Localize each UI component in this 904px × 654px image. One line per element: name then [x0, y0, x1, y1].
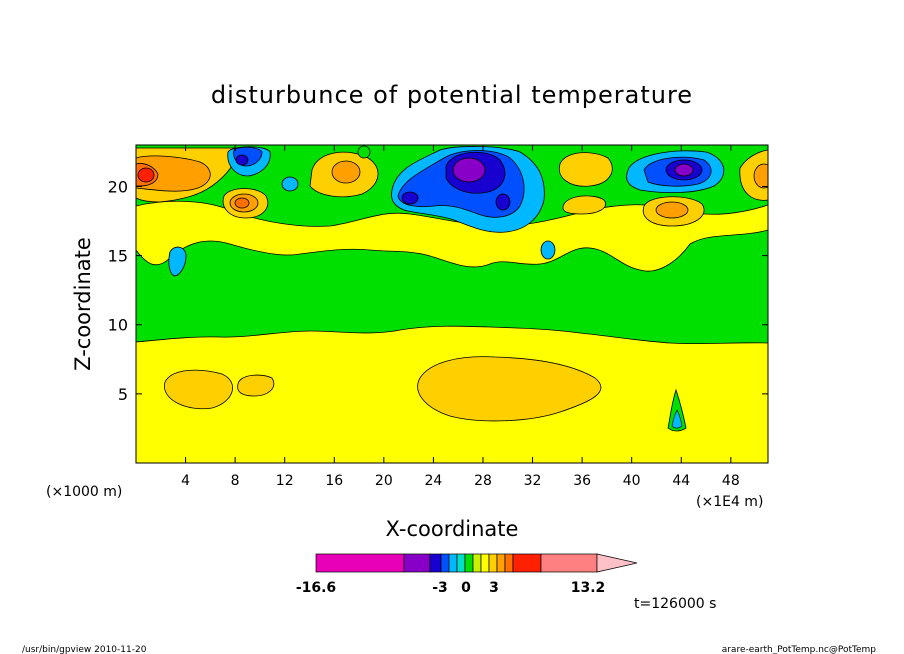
- x-axis-title: X-coordinate: [386, 517, 519, 541]
- y-tick-label: 10: [108, 316, 128, 335]
- x-tick-label: 24: [424, 473, 442, 489]
- y-tick-label: 5: [118, 385, 128, 404]
- colorbar-segment: [440, 553, 450, 573]
- x-tick-label: 36: [573, 473, 591, 489]
- x-tick-label: 12: [276, 473, 294, 489]
- negative-cluster-small-core: [401, 191, 419, 205]
- top-left-orange-inner: [136, 155, 211, 192]
- colorbar-segment: [429, 553, 442, 573]
- x-tick-label: 48: [722, 473, 740, 489]
- colorbar-segment: [540, 553, 598, 573]
- cyan-spike: [671, 409, 683, 429]
- orange-cell-x35: [558, 152, 613, 187]
- green-dot-x26: [357, 145, 371, 159]
- top-left-red-dot: [137, 167, 155, 183]
- lower-orange-cell: [417, 356, 602, 422]
- colorbar-label: -16.6: [296, 580, 336, 596]
- colorbar-segment: [472, 553, 482, 573]
- x-unit-left: (×1000 m): [46, 484, 122, 500]
- time-label: t=126000 s: [634, 596, 716, 612]
- x-tick-label: 40: [623, 473, 641, 489]
- colorbar-segment: [456, 553, 466, 573]
- x-tick-label: 20: [375, 473, 393, 489]
- x-tick-label: 4: [181, 473, 190, 489]
- chart-title: disturbunce of potential temperature: [211, 81, 693, 109]
- lower-left-orange-cell: [164, 369, 233, 410]
- colorbar-segment: [512, 553, 542, 573]
- colorbar-arrow: [596, 553, 638, 573]
- negative-cell-x9-core: [235, 154, 249, 166]
- footer-right: arare-earth_PotTemp.nc@PotTemp: [722, 645, 877, 654]
- y-axis-title: Z-coordinate: [71, 237, 95, 371]
- colorbar-segment: [403, 553, 431, 573]
- x-tick-label: 16: [325, 473, 343, 489]
- colorbar-segment: [464, 553, 474, 573]
- y-axis-ticks: 5 10 15 20: [108, 177, 768, 404]
- y-tick-label: 20: [108, 177, 128, 196]
- orange-cell-x42-inner: [655, 201, 689, 219]
- colorbar-label: 0: [461, 580, 471, 596]
- colorbar-segment: [504, 553, 514, 573]
- negative-cluster-small-core-2: [495, 193, 511, 211]
- y-tick-label: 15: [108, 247, 128, 266]
- colorbar-segment: [480, 553, 490, 573]
- footer-left: /usr/bin/gpview 2010-11-20: [22, 645, 147, 654]
- x-tick-label: 28: [474, 473, 492, 489]
- colorbar-label: 13.2: [571, 580, 606, 596]
- orange-cell-x9-core: [234, 197, 250, 209]
- colorbar-segment: [315, 553, 405, 573]
- orange-cell-right-edge-inner: [753, 163, 768, 189]
- x-unit-right: (×1E4 m): [696, 494, 763, 510]
- cyan-cell-x34: [540, 240, 556, 260]
- colorbar-label: 3: [489, 580, 499, 596]
- x-axis-ticks: 4 8 12 16 20 24 28 32 36 40 44 48: [181, 145, 740, 489]
- colorbar: -16.6 -3 0 3 13.2: [296, 553, 638, 596]
- negative-cell-x44-core: [674, 163, 694, 177]
- x-tick-label: 32: [524, 473, 542, 489]
- cyan-cell-x3: [168, 246, 187, 277]
- orange-cell-x34-lower: [562, 195, 606, 215]
- colorbar-segment: [496, 553, 506, 573]
- plot-frame: [135, 144, 769, 464]
- colorbar-segment: [488, 553, 498, 573]
- upper-yellow-band: [136, 200, 768, 272]
- lower-left-orange-cell-2: [237, 374, 275, 397]
- colorbar-label: -3: [432, 580, 448, 596]
- colorbar-segment: [448, 553, 458, 573]
- orange-cell-x17-inner: [331, 160, 361, 184]
- x-tick-label: 44: [672, 473, 690, 489]
- cyan-cell-x13: [281, 176, 299, 192]
- x-tick-label: 8: [231, 473, 240, 489]
- negative-cluster-center-core: [452, 157, 486, 183]
- plot-area: [136, 145, 768, 463]
